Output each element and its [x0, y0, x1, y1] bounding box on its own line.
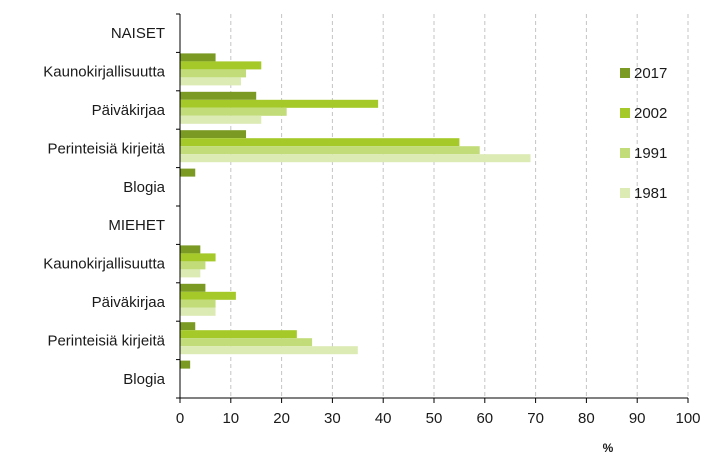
bar-1981: [180, 307, 216, 316]
legend-swatch: [620, 148, 630, 158]
category-label: Perinteisiä kirjeitä: [47, 332, 165, 349]
legend-swatch: [620, 188, 630, 198]
bar-1991: [180, 146, 480, 155]
bar-1981: [180, 77, 241, 86]
grid-lines: [230, 14, 689, 398]
bar-1981: [180, 346, 358, 355]
bar-series: [180, 53, 531, 369]
x-tick-label: 100: [675, 410, 700, 427]
category-label: Blogia: [123, 371, 165, 388]
x-tick-labels: 0 10 20 30 40 50 60 70 80 90 100: [176, 410, 701, 427]
bar-2002: [180, 253, 216, 262]
category-label: Blogia: [123, 179, 165, 196]
category-label: Kaunokirjallisuutta: [43, 256, 165, 273]
bar-2017: [180, 283, 206, 292]
x-tick-label: 20: [273, 410, 290, 427]
category-label: Perinteisiä kirjeitä: [47, 140, 165, 157]
bar-1981: [180, 154, 531, 163]
bar-2017: [180, 168, 196, 177]
bar-1981: [180, 115, 262, 124]
bar-1991: [180, 261, 206, 270]
bar-2017: [180, 245, 201, 254]
bar-1991: [180, 69, 247, 78]
bar-2002: [180, 138, 460, 147]
group-header-label: NAISET: [111, 25, 165, 42]
legend-label: 2017: [634, 65, 667, 82]
bar-1981: [180, 269, 201, 278]
bar-2002: [180, 99, 379, 108]
legend: 2017 2002 1991 1981: [620, 65, 667, 202]
bar-2017: [180, 360, 191, 369]
legend-label: 2002: [634, 105, 667, 122]
x-tick-label: 50: [426, 410, 443, 427]
bar-1991: [180, 107, 287, 116]
bar-2002: [180, 61, 262, 70]
category-label: Kaunokirjallisuutta: [43, 64, 165, 81]
bar-1991: [180, 299, 216, 308]
axes: [176, 13, 689, 403]
group-header-label: MIEHET: [108, 217, 165, 234]
bar-2017: [180, 91, 257, 100]
category-labels: NAISET Kaunokirjallisuutta Päiväkirjaa Peri…: [43, 25, 165, 388]
x-tick-label: 10: [222, 410, 239, 427]
legend-label: 1991: [634, 145, 667, 162]
x-tick-label: 30: [324, 410, 341, 427]
x-axis-unit-label: %: [603, 441, 614, 455]
legend-label: 1981: [634, 185, 667, 202]
bar-2017: [180, 322, 196, 331]
legend-swatch: [620, 68, 630, 78]
bar-2017: [180, 130, 247, 139]
bar-2017: [180, 53, 216, 62]
bar-1991: [180, 338, 313, 347]
x-tick-label: 60: [476, 410, 493, 427]
x-tick-label: 90: [629, 410, 646, 427]
legend-swatch: [620, 108, 630, 118]
bar-2002: [180, 291, 236, 300]
x-tick-label: 80: [578, 410, 595, 427]
x-tick-label: 70: [527, 410, 544, 427]
category-label: Päiväkirjaa: [92, 102, 166, 119]
x-tick-label: 0: [176, 410, 184, 427]
x-tick-label: 40: [375, 410, 392, 427]
category-label: Päiväkirjaa: [92, 294, 166, 311]
bar-2002: [180, 330, 297, 339]
